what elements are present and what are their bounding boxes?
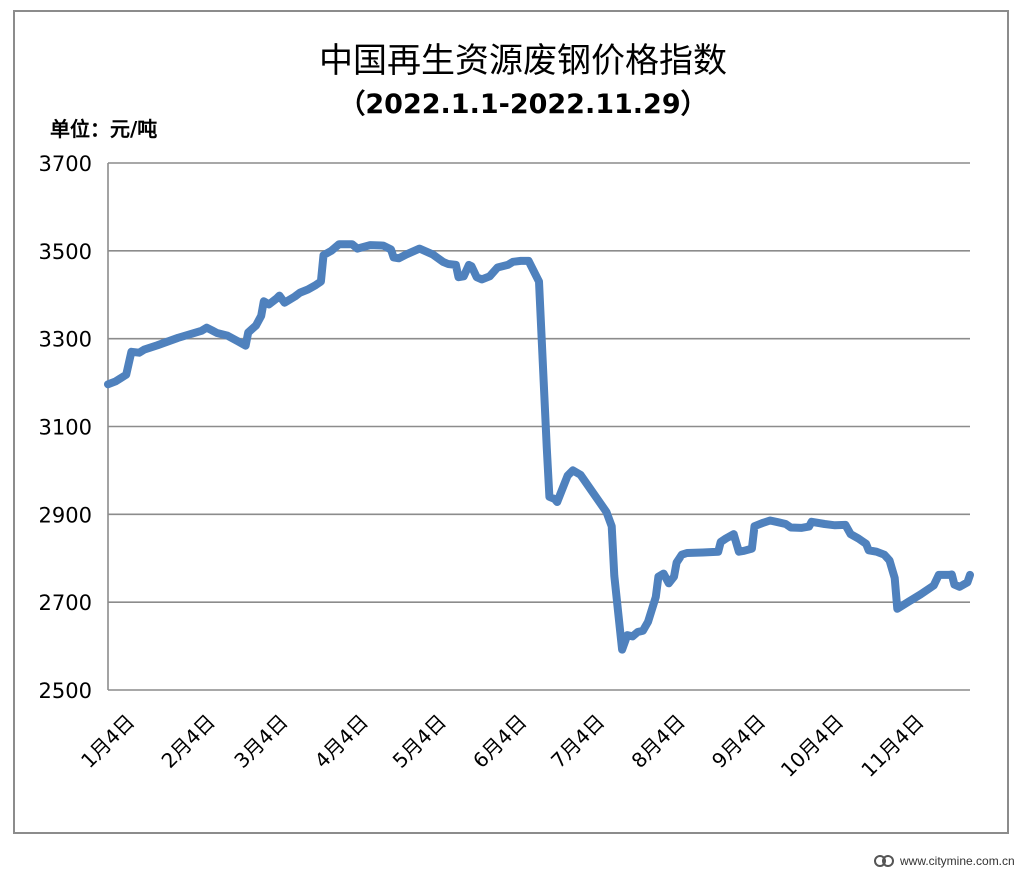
y-tick-label: 2900	[39, 503, 92, 527]
x-tick-label: 11月4日	[856, 710, 928, 782]
y-axis-ticks: 2500 2700 2900 3100 3300 3500 3700	[39, 152, 92, 703]
unit-label: 单位：元/吨	[50, 117, 157, 141]
x-axis-ticks: 1月4日 2月4日 3月4日 4月4日 5月4日 6月4日 7月4日 8月4日 9月4日 10月4…	[76, 710, 929, 782]
x-tick-label: 7月4日	[546, 710, 609, 773]
line-chart: 中国再生资源废钢价格指数 （2022.1.1-2022.11.29） 单位：元/…	[39, 41, 974, 782]
x-tick-label: 6月4日	[468, 710, 531, 773]
x-tick-label: 9月4日	[707, 710, 770, 773]
citymine-logo-icon	[874, 855, 894, 867]
x-tick-label: 2月4日	[157, 710, 220, 773]
series-layer	[104, 240, 974, 654]
x-tick-label: 5月4日	[388, 710, 451, 773]
series-line	[104, 240, 974, 654]
watermark-text: www.citymine.com.cn	[900, 854, 1015, 868]
y-tick-label: 3500	[39, 240, 92, 264]
x-tick-label: 1月4日	[76, 710, 139, 773]
grid-lines	[107, 162, 970, 691]
chart-subtitle: （2022.1.1-2022.11.29）	[338, 89, 707, 120]
y-tick-label: 3100	[39, 416, 92, 440]
watermark: www.citymine.com.cn	[874, 852, 1015, 870]
y-tick-label: 3700	[39, 152, 92, 176]
x-tick-label: 10月4日	[776, 710, 848, 782]
y-tick-label: 3300	[39, 328, 92, 352]
chart-title: 中国再生资源废钢价格指数	[319, 41, 727, 81]
y-tick-label: 2500	[39, 679, 92, 703]
x-tick-label: 4月4日	[310, 710, 373, 773]
x-tick-label: 8月4日	[627, 710, 690, 773]
y-tick-label: 2700	[39, 591, 92, 615]
x-tick-label: 3月4日	[229, 710, 292, 773]
chart-frame	[13, 10, 1009, 834]
